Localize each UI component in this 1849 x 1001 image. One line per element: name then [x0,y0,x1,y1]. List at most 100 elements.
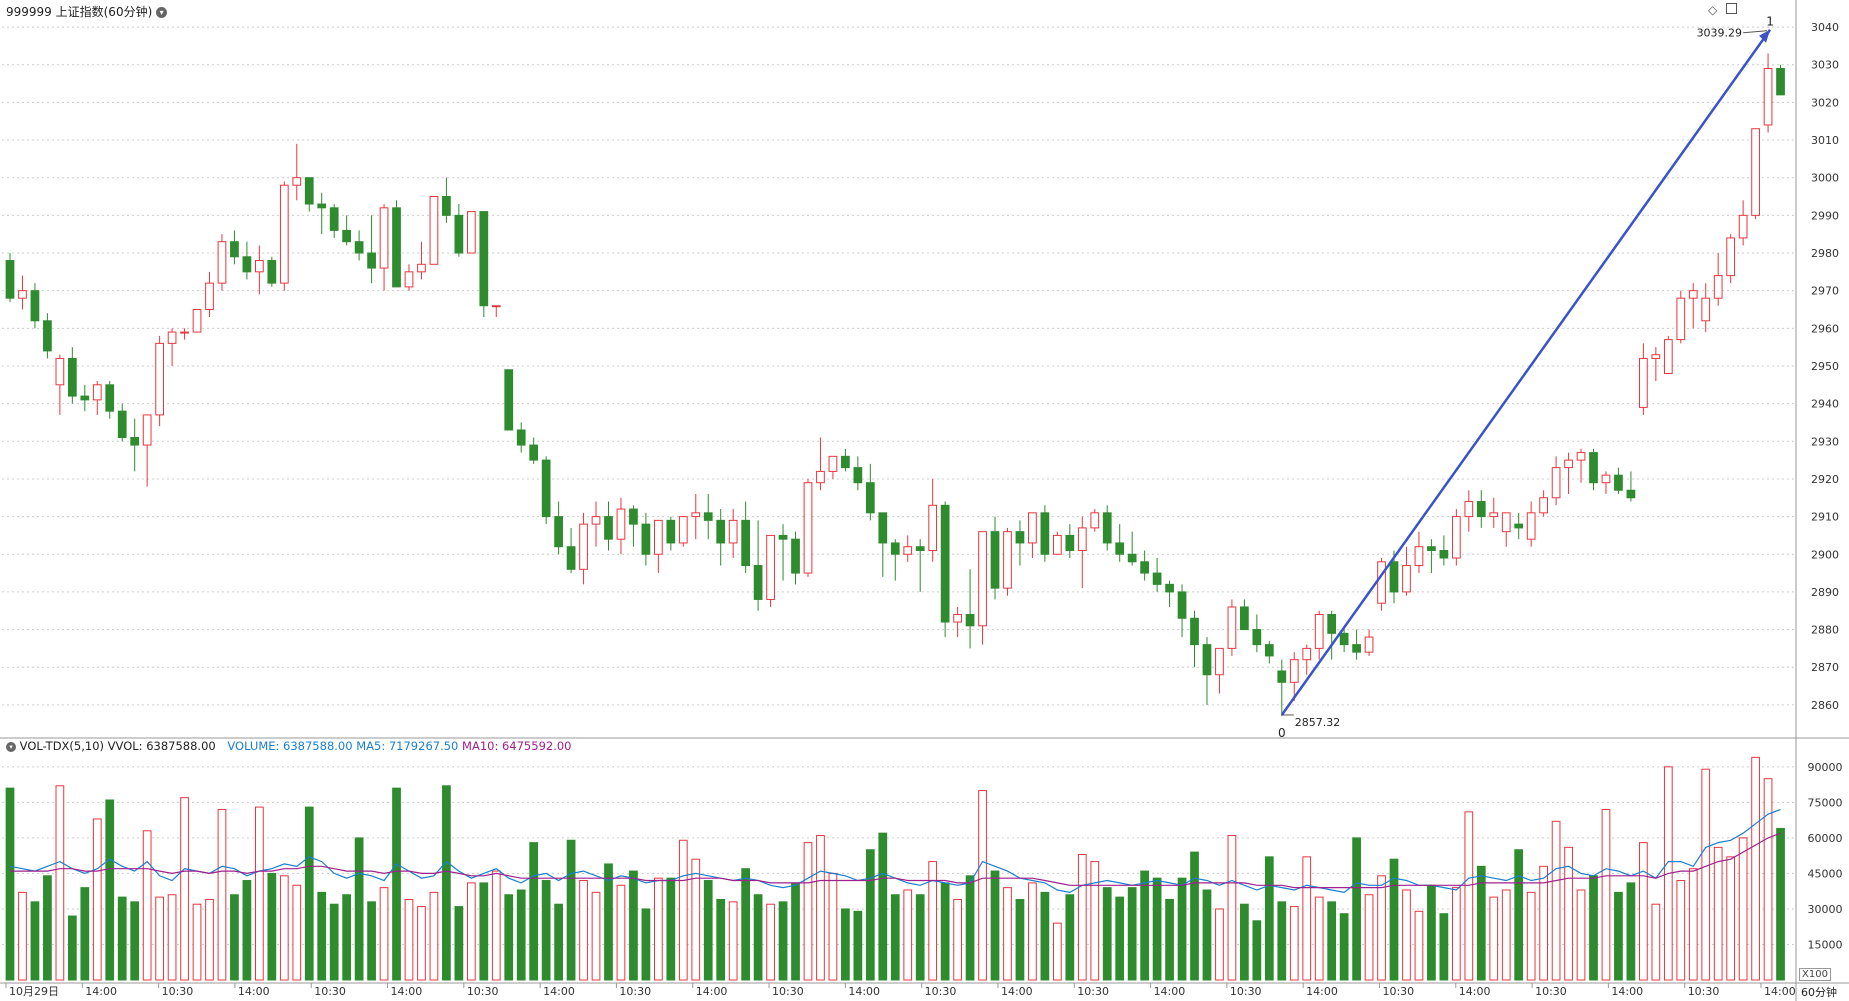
candle-body [1614,474,1623,491]
volume-bar [392,787,401,981]
candle [915,539,925,592]
candle [80,384,90,412]
candle-body [491,305,501,308]
candle-body [604,516,613,540]
volume-bar [466,882,476,981]
volume-bar [255,806,264,981]
candle [30,283,40,329]
candle-body [1601,474,1611,484]
candle [1489,497,1499,528]
candle-body [1639,357,1648,408]
time-tick-label: 10:30 [467,985,499,998]
candle-body [591,516,601,525]
candle-body [429,196,439,265]
volume-tick-label: 90000 [1808,761,1843,774]
candle-body [1439,549,1449,559]
time-tick-label: 14:00 [1306,985,1338,998]
vvol-value: VVOL: 6387588.00 [107,739,216,753]
period-badge[interactable]: 60分钟 [1801,986,1837,999]
candle-body [379,207,389,269]
volume-header: ▾ VOL-TDX(5,10) VVOL: 6387588.00 VOLUME:… [6,739,572,753]
candle [1077,516,1087,589]
volume-bar [342,894,352,981]
candle-body [255,260,264,273]
candle [1015,520,1025,566]
candle-body [1165,583,1174,593]
candle [1289,652,1299,702]
volume-bar [304,806,314,981]
price-tick-label: 3030 [1811,59,1839,72]
volume-tick-label: 75000 [1808,796,1843,809]
trend-annotation[interactable]: 3039.29 1 2857.32 0 [1278,15,1774,740]
candle [703,494,713,540]
candle-body [965,614,975,627]
volume-bar [55,785,65,981]
volume-series[interactable] [5,756,1785,981]
candle [279,181,289,291]
time-tick-label: 10:30 [619,985,651,998]
candle-body [1202,644,1212,676]
candle-body [55,357,65,386]
volume-bar [1040,891,1050,981]
candle [1264,640,1274,664]
candle-body [1626,489,1636,499]
time-tick-label: 10:30 [1688,985,1720,998]
volume-bar [1589,875,1598,981]
volume-bar [1726,856,1736,981]
volume-bar [703,880,713,981]
volume-bar [978,790,987,981]
candle-body [1377,561,1386,604]
candle-body [1028,512,1037,544]
volume-bar [741,868,751,981]
volume-bar [1127,887,1137,981]
volume-bar [230,894,239,981]
price-tick-label: 2920 [1811,473,1839,486]
candle [1713,253,1723,306]
candle [791,531,800,585]
volume-bar [591,891,601,981]
candle [529,437,539,464]
candle-body [1339,632,1349,646]
volume-tick-label: 60000 [1808,832,1843,845]
time-tick-label: 10:30 [162,985,194,998]
volume-bar [1713,846,1723,981]
volume-bar [915,894,925,981]
candle-body [1726,237,1736,277]
candle [1402,546,1411,596]
maximize-icon[interactable] [1726,3,1737,17]
volume-bar [853,910,863,981]
candle-body [5,260,15,299]
volume-bar [1476,865,1486,981]
candle [990,516,1000,600]
candle-body [292,177,302,186]
candle [117,403,127,442]
candle-body [354,241,364,254]
candle [491,305,501,318]
volume-bar [865,849,875,981]
candle [953,606,962,638]
volume-bar [1551,820,1561,981]
volume-bar [5,787,15,981]
time-tick-label: 14:00 [1764,985,1796,998]
volume-bar [43,875,52,981]
collapse-icon[interactable]: ▾ [6,741,16,752]
volume-bar [629,870,638,981]
volume-bar [1065,894,1075,981]
volume-bar [491,870,501,981]
volume-bar [267,872,277,981]
diamond-icon[interactable]: ◇ [1708,3,1718,17]
chevron-down-icon[interactable]: ▾ [156,7,168,18]
candle-body [117,410,127,439]
volume-bar [30,901,40,981]
volume-bar [1077,853,1087,981]
candle [1526,501,1536,547]
candle [1589,448,1598,491]
candle-body [1227,606,1237,649]
candlestick-series[interactable] [5,53,1785,717]
candle-body [915,546,925,551]
volume-bar [1576,889,1586,981]
volume-bar [1526,891,1536,981]
volume-unit-label: X100 [1799,968,1831,981]
volume-bar [1003,887,1012,981]
